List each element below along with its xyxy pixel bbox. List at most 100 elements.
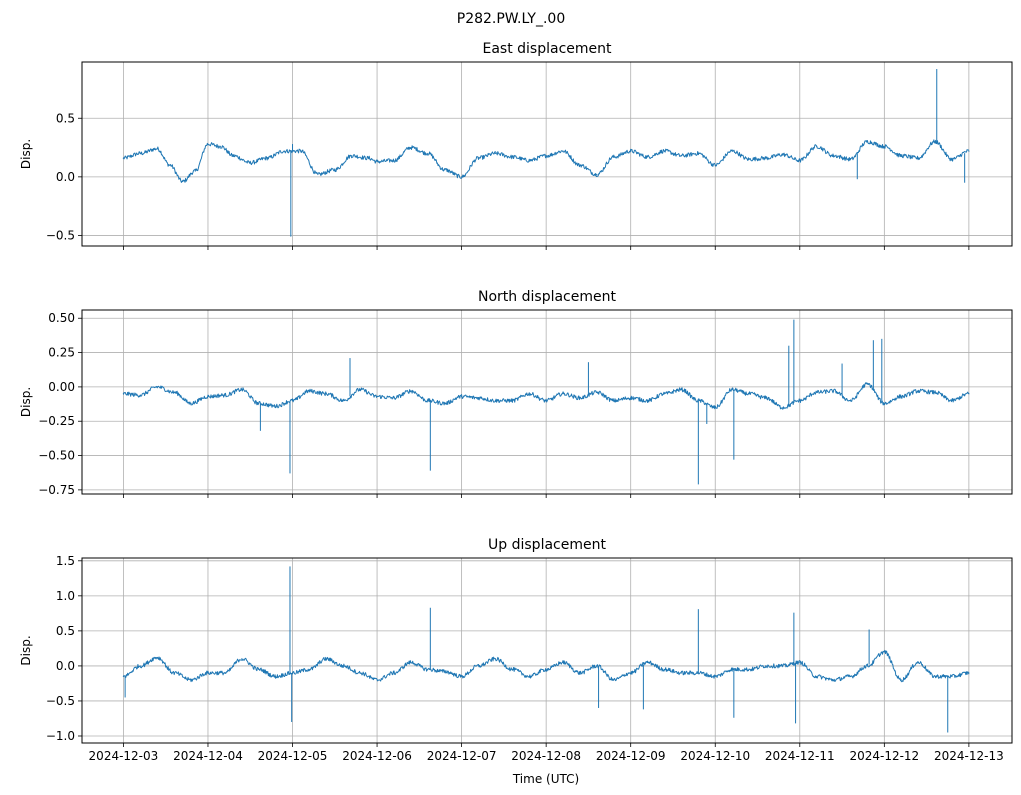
east-ylabel: Disp. (19, 139, 33, 169)
east-data-point (461, 176, 463, 178)
panel-up: Up displacement 2024-12-03 2024-12-04 2024-… (19, 537, 1013, 763)
north-data-point (207, 395, 209, 398)
north-data-point (444, 402, 446, 404)
north-data-point (748, 393, 750, 395)
north-data-point (951, 400, 953, 402)
north-data-point (528, 393, 530, 395)
east-data-point (934, 141, 936, 143)
x-tick-label: 2024-12-11 (765, 749, 835, 763)
east-data-point (169, 164, 171, 166)
up-data-point (477, 665, 480, 667)
up-data-point (596, 665, 598, 667)
north-data-point (308, 390, 311, 392)
up-data-point (325, 658, 327, 660)
up-data-point (663, 668, 666, 671)
up-data-point (545, 668, 547, 671)
up-ytick-label: 0.0 (56, 659, 75, 673)
north-data-point (122, 393, 125, 395)
up-data-point (883, 651, 885, 653)
north-data-point (190, 402, 192, 404)
up-data-point (410, 661, 412, 664)
north-data-point (579, 397, 581, 399)
up-data-point (156, 656, 158, 659)
north-data-point (410, 390, 412, 392)
north-data-point (258, 402, 260, 404)
x-tick-label: 2024-12-06 (342, 749, 412, 763)
east-data-point (849, 158, 852, 160)
north-data-point (545, 400, 547, 402)
east-data-point (782, 153, 784, 156)
up-ytick-label: −0.5 (46, 694, 75, 708)
up-data-point (444, 670, 446, 673)
north-data-point (866, 383, 869, 385)
up-data-point (139, 665, 141, 667)
east-data-point (283, 150, 285, 152)
north-data-point (376, 395, 378, 398)
up-ytick-label: 0.5 (56, 624, 75, 638)
east-data-point (765, 157, 767, 159)
up-data-point (190, 679, 192, 681)
north-title: North displacement (478, 289, 616, 305)
up-data-point (951, 675, 953, 678)
up-data-point (816, 675, 818, 678)
east-data-point (748, 158, 750, 160)
north-data-point (477, 397, 480, 399)
up-axes-frame (81, 557, 1013, 744)
up-ytick-label: 1.5 (56, 554, 75, 568)
east-data-point (376, 161, 378, 163)
up-title: Up displacement (488, 537, 606, 553)
figure-suptitle: P282.PW.LY_.00 (457, 11, 566, 27)
x-tick-label: 2024-12-04 (173, 749, 243, 763)
east-data-point (266, 157, 268, 159)
up-series-line (123, 649, 970, 683)
x-tick-label: 2024-12-10 (680, 749, 750, 763)
north-data-point (275, 405, 277, 407)
up-data-point (562, 661, 564, 664)
north-data-point (393, 397, 395, 399)
east-data-point (968, 150, 970, 152)
north-data-point (680, 389, 683, 391)
east-series-line (122, 139, 969, 183)
east-data-point (799, 159, 801, 162)
north-data-point (917, 390, 919, 392)
north-data-point (613, 400, 615, 402)
up-data-point (680, 672, 683, 674)
up-data-point (934, 675, 936, 678)
east-data-point (680, 155, 683, 157)
east-data-point (444, 169, 446, 171)
east-data-point (900, 155, 902, 157)
up-data-point (173, 672, 175, 674)
north-data-point (562, 393, 564, 395)
north-data-point (630, 397, 632, 399)
north-data-point (968, 393, 970, 395)
up-data-point (291, 672, 294, 674)
up-data-point (275, 675, 277, 678)
east-data-point (647, 156, 649, 158)
east-data-point (351, 155, 353, 157)
east-data-point (562, 150, 564, 152)
x-tick-label: 2024-12-13 (934, 749, 1004, 763)
north-ytick-label: −0.75 (38, 483, 75, 497)
north-data-point (900, 395, 902, 398)
north-data-point (139, 394, 141, 396)
east-data-point (334, 169, 336, 171)
north-data-point (833, 390, 835, 392)
up-data-point (461, 675, 463, 678)
east-data-point (596, 173, 598, 176)
north-data-point (731, 389, 733, 391)
up-data-point (731, 668, 733, 671)
up-data-point (579, 672, 581, 674)
up-data-point (207, 672, 209, 674)
up-data-point (308, 668, 311, 671)
panel-east: East displacement −0.5 0.0 0.5 Disp. (19, 41, 1013, 250)
up-data-point (528, 675, 530, 678)
up-data-point (866, 665, 869, 667)
east-data-point (494, 152, 497, 155)
east-data-point (477, 157, 480, 159)
north-data-point (511, 400, 513, 402)
up-data-point (258, 668, 260, 671)
up-data-point (799, 661, 801, 664)
up-data-point (748, 668, 750, 671)
up-data-point (613, 679, 615, 681)
